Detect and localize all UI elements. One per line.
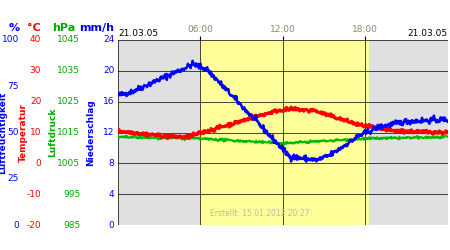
Text: 0: 0 bbox=[36, 159, 41, 168]
Text: 1005: 1005 bbox=[57, 159, 80, 168]
Text: 21.03.05: 21.03.05 bbox=[118, 29, 158, 38]
Text: -20: -20 bbox=[27, 220, 41, 230]
Text: 0: 0 bbox=[13, 220, 19, 230]
Text: 100: 100 bbox=[2, 36, 19, 44]
Bar bbox=[200, 40, 369, 225]
Text: 20: 20 bbox=[30, 97, 41, 106]
Text: 12: 12 bbox=[103, 128, 114, 137]
Text: 1015: 1015 bbox=[57, 128, 80, 137]
Text: 4: 4 bbox=[109, 190, 114, 199]
Text: Temperatur: Temperatur bbox=[19, 103, 28, 162]
Text: 25: 25 bbox=[8, 174, 19, 183]
Text: 21.03.05: 21.03.05 bbox=[408, 29, 448, 38]
Text: hPa: hPa bbox=[52, 23, 75, 33]
Text: 1025: 1025 bbox=[57, 97, 80, 106]
Text: 8: 8 bbox=[108, 159, 114, 168]
Text: Luftfeuchtigkeit: Luftfeuchtigkeit bbox=[0, 91, 8, 174]
Text: Luftdruck: Luftdruck bbox=[49, 108, 58, 157]
Text: 50: 50 bbox=[7, 128, 19, 137]
Text: 0: 0 bbox=[108, 220, 114, 230]
Text: 40: 40 bbox=[30, 36, 41, 44]
Text: -10: -10 bbox=[27, 190, 41, 199]
Text: 985: 985 bbox=[63, 220, 80, 230]
Text: %: % bbox=[9, 23, 20, 33]
Text: 24: 24 bbox=[103, 36, 114, 44]
Text: 30: 30 bbox=[30, 66, 41, 75]
Text: 20: 20 bbox=[103, 66, 114, 75]
Text: mm/h: mm/h bbox=[79, 23, 114, 33]
Text: Erstellt: 15.01.2012 20:27: Erstellt: 15.01.2012 20:27 bbox=[210, 208, 310, 218]
Text: 1035: 1035 bbox=[57, 66, 80, 75]
Text: 75: 75 bbox=[7, 82, 19, 91]
Text: °C: °C bbox=[27, 23, 41, 33]
Text: 10: 10 bbox=[30, 128, 41, 137]
Text: 995: 995 bbox=[63, 190, 80, 199]
Text: Niederschlag: Niederschlag bbox=[86, 99, 95, 166]
Text: 16: 16 bbox=[103, 97, 114, 106]
Text: 1045: 1045 bbox=[57, 36, 80, 44]
